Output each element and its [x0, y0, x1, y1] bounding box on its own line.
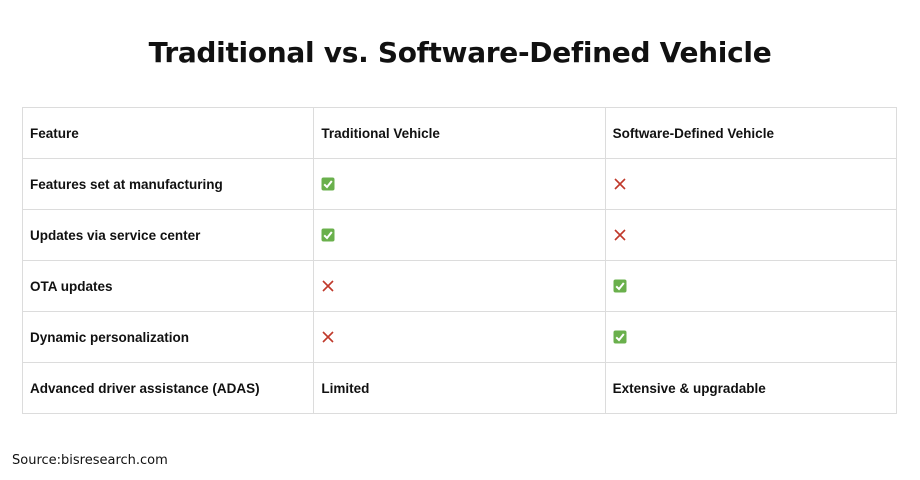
page-title: Traditional vs. Software-Defined Vehicle — [148, 36, 772, 69]
table-row: Updates via service center — [21, 209, 898, 261]
cross-stroke — [614, 229, 626, 241]
header-cell: Software-Defined Vehicle — [604, 107, 898, 159]
value-cell: Limited — [313, 362, 606, 414]
source-note: Source:bisresearch.com — [12, 453, 168, 468]
check-box — [321, 177, 335, 191]
feature-cell: Dynamic personalization — [21, 311, 315, 363]
check-icon — [613, 279, 627, 293]
cross-icon — [614, 229, 626, 241]
check-stroke — [323, 180, 333, 189]
check-box — [613, 279, 627, 293]
feature-cell: Advanced driver assistance (ADAS) — [21, 362, 315, 414]
check-icon — [321, 177, 335, 191]
feature-cell: Updates via service center — [21, 209, 315, 261]
check-icon — [613, 330, 627, 344]
check-icon — [321, 228, 335, 242]
check-box — [613, 330, 627, 344]
icon-cell — [313, 209, 606, 261]
table-body: Feature Traditional Vehicle Software-Defin… — [21, 107, 898, 414]
table-row: Dynamic personalization — [21, 311, 898, 363]
check-stroke — [615, 333, 625, 342]
icon-cell — [604, 260, 898, 312]
header-row: Feature Traditional Vehicle Software-Defin… — [21, 107, 898, 159]
cross-icon — [322, 331, 334, 343]
header-cell: Feature — [21, 107, 315, 159]
check-stroke — [323, 231, 333, 240]
cross-icon — [614, 178, 626, 190]
icon-cell — [604, 209, 898, 261]
feature-cell: OTA updates — [21, 260, 315, 312]
icon-cell — [313, 260, 606, 312]
cross-stroke — [614, 178, 626, 190]
cross-stroke — [322, 331, 334, 343]
table-row: Advanced driver assistance (ADAS) Limited… — [21, 362, 898, 414]
feature-cell: Features set at manufacturing — [21, 158, 315, 210]
header-cell: Traditional Vehicle — [313, 107, 606, 159]
comparison-table: Feature Traditional Vehicle Software-Defin… — [21, 107, 898, 414]
icon-cell — [313, 311, 606, 363]
check-stroke — [615, 282, 625, 291]
table-row: OTA updates — [21, 260, 898, 312]
icon-cell — [604, 311, 898, 363]
value-cell: Extensive & upgradable — [604, 362, 898, 414]
cross-stroke — [322, 280, 334, 292]
cross-icon — [322, 280, 334, 292]
icon-cell — [604, 158, 898, 210]
check-box — [321, 228, 335, 242]
icon-cell — [313, 158, 606, 210]
table-row: Features set at manufacturing — [21, 158, 898, 210]
